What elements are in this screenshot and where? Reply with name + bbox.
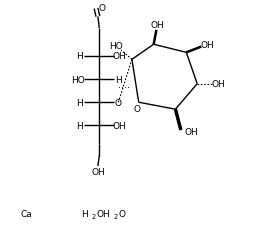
Text: 2: 2 [92,213,96,219]
Text: H: H [76,98,83,107]
Text: O: O [134,105,141,114]
Text: OH: OH [150,21,164,30]
Text: OH: OH [185,128,199,137]
Text: OH: OH [91,168,105,176]
Text: O: O [98,4,106,12]
Text: H: H [76,52,83,61]
Text: 2: 2 [114,213,118,219]
Text: H: H [76,122,83,130]
Text: H: H [82,209,88,218]
Text: HO: HO [109,42,122,51]
Text: O: O [115,98,122,107]
Text: OH: OH [211,80,225,89]
Text: O: O [118,209,125,218]
Text: OH: OH [113,52,126,61]
Text: Ca: Ca [20,209,32,218]
Text: H: H [115,75,122,84]
Text: OH: OH [113,122,126,130]
Text: ····: ···· [118,83,131,93]
Text: HO: HO [72,75,85,84]
Text: OH: OH [200,41,214,50]
Text: OH: OH [97,209,110,218]
